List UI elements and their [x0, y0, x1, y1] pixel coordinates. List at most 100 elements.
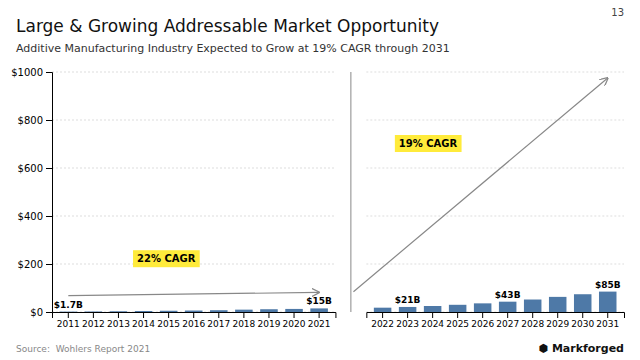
- grid-line: [366, 168, 624, 169]
- y-axis: $0 $200 $400 $600 $800 $1000: [11, 67, 52, 318]
- grid-line: [366, 216, 624, 217]
- x-tick-mark: [118, 312, 119, 318]
- panel: $0$200$400$600$800$100020112012201320142…: [11, 67, 336, 330]
- x-tick: 2020: [283, 312, 306, 329]
- x-tick-label: 2029: [546, 319, 569, 329]
- bars: [60, 308, 328, 312]
- x-tick: 2011: [57, 312, 80, 329]
- x-tick: 2013: [107, 312, 130, 329]
- data-label: $1.7B: [54, 300, 83, 310]
- x-tick-label: 2020: [283, 319, 306, 329]
- grid-line: [52, 168, 335, 169]
- x-tick: 2022: [371, 312, 394, 329]
- annotations: 19% CAGR: [353, 78, 607, 292]
- x-tick-label: 2027: [496, 319, 519, 329]
- y-tick-label: $800: [18, 115, 43, 126]
- x-tick: 2027: [496, 312, 519, 329]
- x-tick-label: 2028: [521, 319, 544, 329]
- title: Large & Growing Addressable Market Oppor…: [16, 16, 439, 36]
- x-axis-line: [53, 313, 336, 319]
- x-tick-label: 2024: [421, 319, 444, 329]
- x-tick-mark: [507, 312, 508, 318]
- x-tick-mark: [382, 312, 383, 318]
- x-tick-mark: [557, 312, 558, 318]
- y-tick: $200: [18, 259, 52, 270]
- x-tick-mark: [243, 312, 244, 318]
- annotation: 19% CAGR: [399, 138, 458, 149]
- panel-divider: [350, 72, 351, 312]
- x-tick: 2029: [546, 312, 569, 329]
- x-tick-label: 2023: [396, 319, 419, 329]
- bar: [285, 309, 303, 312]
- logo: ⬢ Markforged: [538, 342, 624, 355]
- subtitle: Additive Manufacturing Industry Expected…: [16, 42, 450, 55]
- annotation-box: [395, 135, 462, 152]
- grid-line: [366, 120, 624, 121]
- y-tick: $0: [30, 307, 52, 318]
- data-label: $85B: [595, 280, 621, 290]
- data-label: $15B: [306, 296, 332, 306]
- x-tick-mark: [168, 312, 169, 318]
- x-tick: 2025: [446, 312, 469, 329]
- bar: [135, 311, 153, 312]
- x-tick-mark: [68, 312, 69, 318]
- x-tick-label: 2021: [308, 319, 331, 329]
- y-tick-label: $600: [18, 163, 43, 174]
- x-tick-label: 2025: [446, 319, 469, 329]
- x-tick-label: 2013: [107, 319, 130, 329]
- data-label: $43B: [495, 290, 521, 300]
- y-axis-line: [46, 73, 53, 313]
- x-tick: 2024: [421, 312, 444, 329]
- y-tick: $400: [18, 211, 52, 222]
- x-tick-mark: [193, 312, 194, 318]
- trend-arrow: [353, 78, 607, 292]
- x-tick: 2015: [157, 312, 180, 329]
- y-tick-mark: [46, 312, 52, 313]
- x-tick: 2014: [132, 312, 155, 329]
- x-tick-mark: [319, 312, 320, 318]
- bar: [160, 311, 178, 312]
- x-tick-label: 2031: [596, 319, 619, 329]
- bar: [399, 307, 417, 312]
- bar: [574, 294, 592, 312]
- trend-arrow: [68, 292, 319, 295]
- y-tick-mark: [46, 72, 52, 73]
- bar: [549, 297, 567, 312]
- y-tick: $600: [18, 163, 52, 174]
- chart-svg: 13Large & Growing Addressable Market Opp…: [0, 0, 640, 360]
- bar: [449, 305, 467, 312]
- bar: [310, 308, 328, 312]
- annotation: 22% CAGR: [137, 253, 196, 264]
- x-tick-mark: [218, 312, 219, 318]
- annotation-box: [133, 250, 200, 267]
- bar: [599, 292, 617, 312]
- grid: [366, 72, 624, 312]
- x-tick-label: 2030: [571, 319, 594, 329]
- y-tick-label: $200: [18, 259, 43, 270]
- grid: [52, 72, 335, 312]
- grid-line: [52, 120, 335, 121]
- x-tick: 2031: [596, 312, 619, 329]
- x-tick-label: 2019: [258, 319, 281, 329]
- x-tick-label: 2016: [182, 319, 205, 329]
- x-tick-label: 2011: [57, 319, 80, 329]
- x-tick: 2018: [232, 312, 255, 329]
- grid-line: [366, 72, 624, 73]
- x-tick-mark: [457, 312, 458, 318]
- x-tick: 2019: [258, 312, 281, 329]
- bar: [60, 311, 78, 312]
- x-tick-label: 2015: [157, 319, 180, 329]
- x-tick: 2017: [207, 312, 230, 329]
- y-tick-label: $1000: [11, 67, 43, 78]
- source: Source: Wohlers Report 2021: [16, 344, 150, 354]
- bar: [210, 310, 228, 312]
- x-tick-mark: [582, 312, 583, 318]
- bar: [374, 308, 392, 312]
- x-tick-mark: [482, 312, 483, 318]
- y-tick-label: $400: [18, 211, 43, 222]
- x-tick-label: 2014: [132, 319, 155, 329]
- x-axis: 2022202320242025202620272028202920302031: [367, 312, 625, 329]
- x-tick: 2023: [396, 312, 419, 329]
- bar: [499, 302, 517, 312]
- x-tick-mark: [432, 312, 433, 318]
